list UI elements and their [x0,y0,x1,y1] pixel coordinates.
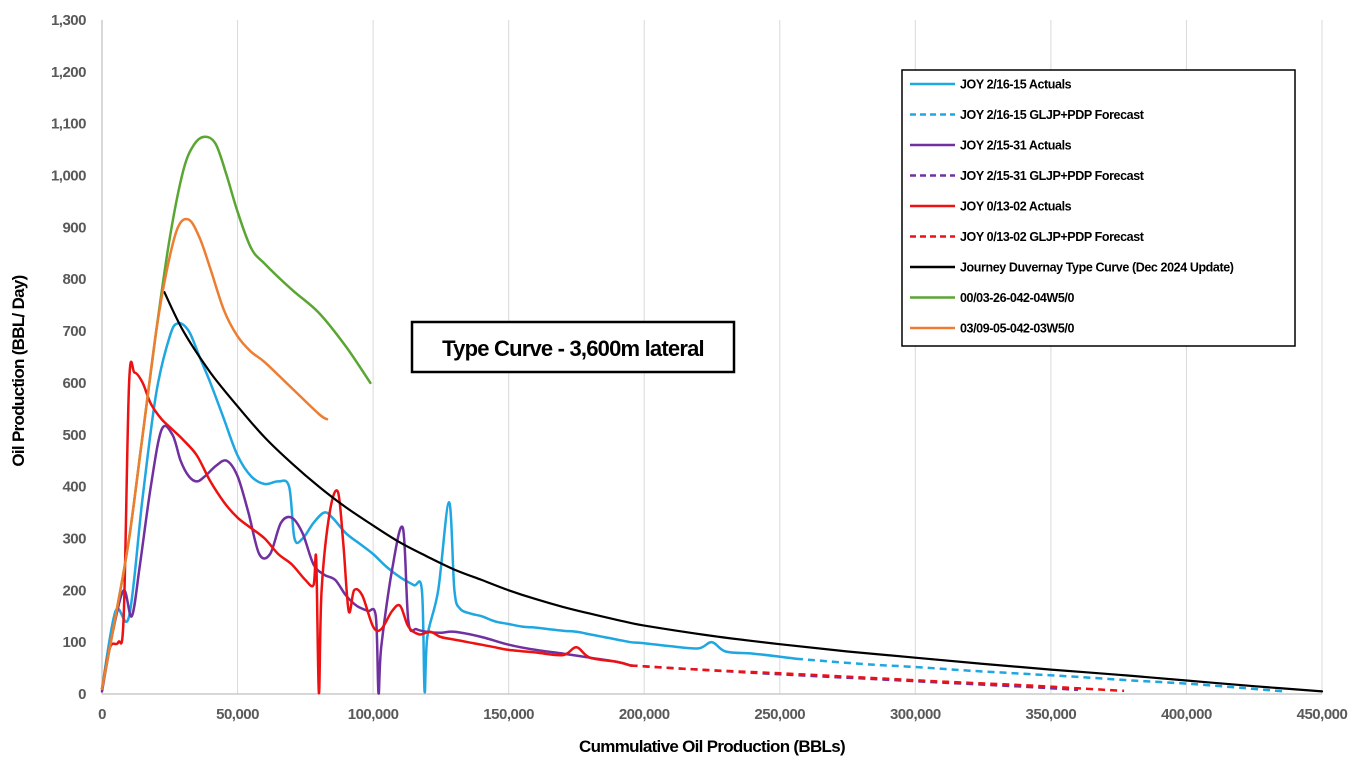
axes [101,20,1322,695]
x-tick-label: 150,000 [483,706,534,723]
x-tick-label: 400,000 [1161,706,1212,723]
y-tick-label: 900 [62,219,86,236]
legend-label: JOY 0/13-02 GLJP+PDP Forecast [960,230,1145,244]
series-line-6 [630,664,1125,693]
annotation-text: Type Curve - 3,600m lateral [442,336,704,361]
series-line-7 [163,291,1324,693]
series-line-8 [100,135,372,691]
x-tick-labels: 0 50,000 100,000 150,000 200,000 250,000 300,0… [98,706,1348,723]
x-tick-label: 100,000 [348,706,399,723]
y-axis-title: Oil Production (BBL/ Day) [9,275,28,466]
series-line-2 [795,657,1285,693]
y-tick-label: 1,100 [51,116,86,133]
y-tick-label: 0 [78,686,86,703]
legend-label: JOY 2/15-31 GLJP+PDP Forecast [960,169,1145,183]
y-tick-label: 1,300 [51,12,86,29]
annotation-box: Type Curve - 3,600m lateral [410,320,736,374]
legend-label: JOY 2/16-15 GLJP+PDP Forecast [960,108,1145,122]
y-tick-label: 700 [62,323,86,340]
x-axis-title: Cummulative Oil Production (BBLs) [579,737,845,756]
x-tick-label: 450,000 [1297,706,1348,723]
x-tick-label: 0 [98,706,106,723]
series-line-4 [630,664,1079,692]
y-tick-label: 200 [62,582,86,599]
y-tick-label: 300 [62,530,86,547]
series-line-3 [100,424,632,695]
legend-label: JOY 2/16-15 Actuals [960,78,1072,92]
legend-label: JOY 0/13-02 Actuals [960,200,1072,214]
y-tick-label: 100 [62,634,86,651]
y-tick-labels: 0 100 200 300 400 500 600 700 800 900 1,000 1,100 1,… [51,12,87,703]
x-tick-label: 350,000 [1026,706,1077,723]
legend-label: Journey Duvernay Type Curve (Dec 2024 Up… [960,261,1234,275]
series-lines [100,135,1324,695]
y-tick-label: 1,000 [51,168,86,185]
series-line-5 [100,360,632,695]
y-tick-label: 800 [62,271,86,288]
x-tick-label: 250,000 [754,706,805,723]
legend-label: 03/09-05-042-03W5/0 [960,322,1074,336]
series-line-9 [100,217,329,691]
x-tick-label: 50,000 [216,706,259,723]
y-tick-label: 500 [62,427,86,444]
x-tick-label: 200,000 [619,706,670,723]
x-tick-label: 300,000 [890,706,941,723]
series-line-1 [100,321,798,694]
legend-label: 00/03-26-042-04W5/0 [960,291,1074,305]
y-tick-label: 400 [62,479,86,496]
legend: JOY 2/16-15 Actuals JOY 2/16-15 GLJP+PDP … [901,69,1296,347]
legend-label: JOY 2/15-31 Actuals [960,139,1072,153]
y-tick-label: 1,200 [51,64,86,81]
y-tick-label: 600 [62,375,86,392]
